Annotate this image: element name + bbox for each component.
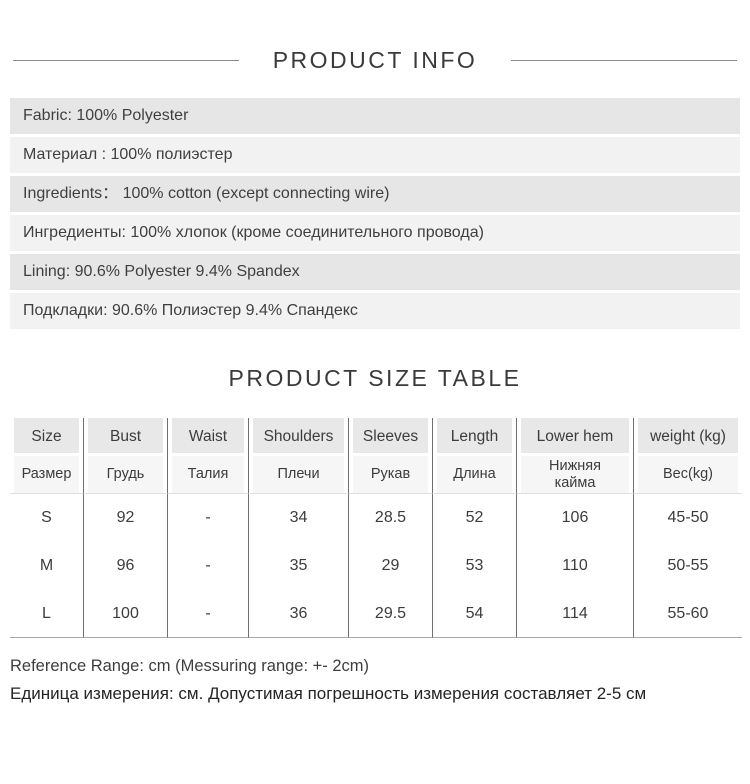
header-size-ru: Размер [10, 456, 83, 494]
cell-length: 54 [432, 590, 516, 638]
header-bust-ru: Грудь [83, 456, 167, 494]
cell-weight: 55-60 [633, 590, 742, 638]
reference-range-note: Reference Range: cm (Messuring range: +-… [10, 657, 370, 675]
cell-shoulders: 36 [248, 590, 348, 638]
header-lower-hem-ru: Нижняя кайма [516, 456, 633, 494]
size-row-l: L 100 - 36 29.5 54 114 55-60 [10, 590, 742, 638]
cell-weight: 50-55 [633, 542, 742, 590]
cell-length: 52 [432, 494, 516, 542]
cell-waist: - [167, 590, 248, 638]
cell-waist: - [167, 542, 248, 590]
header-length: Length [432, 418, 516, 456]
cell-sleeves: 29 [348, 542, 432, 590]
header-length-ru: Длина [432, 456, 516, 494]
cell-shoulders: 35 [248, 542, 348, 590]
header-waist-ru: Талия [167, 456, 248, 494]
header-weight-ru: Вес(kg) [633, 456, 742, 494]
size-row-s: S 92 - 34 28.5 52 106 45-50 [10, 494, 742, 542]
product-info-page: PRODUCT INFO Fabric: 100% Polyester Мате… [0, 46, 750, 784]
cell-size: S [10, 494, 83, 542]
cell-size: L [10, 590, 83, 638]
size-table-title: PRODUCT SIZE TABLE [228, 365, 522, 391]
cell-waist: - [167, 494, 248, 542]
size-table-header-row-ru: Размер Грудь Талия Плечи Рукав Длина Ниж… [10, 456, 742, 494]
size-row-m: M 96 - 35 29 53 110 50-55 [10, 542, 742, 590]
size-table-header-row-en: Size Bust Waist Shoulders Sleeves Length… [10, 418, 742, 456]
info-row-material-ru: Материал : 100% полиэстер [10, 137, 740, 173]
info-list: Fabric: 100% Polyester Материал : 100% п… [10, 98, 740, 329]
cell-bust: 96 [83, 542, 167, 590]
info-row-lining-ru: Подкладки: 90.6% Полиэстер 9.4% Спандекс [10, 293, 740, 329]
header-shoulders-ru: Плечи [248, 456, 348, 494]
cell-weight: 45-50 [633, 494, 742, 542]
header-weight: weight (kg) [633, 418, 742, 456]
reference-range-note-ru: Единица измерения: см. Допустимая погреш… [10, 684, 647, 703]
info-row-ingredients-ru: Ингредиенты: 100% хлопок (кроме соединит… [10, 215, 740, 251]
header-sleeves-ru: Рукав [348, 456, 432, 494]
cell-bust: 100 [83, 590, 167, 638]
cell-size: M [10, 542, 83, 590]
header-shoulders: Shoulders [248, 418, 348, 456]
cell-bust: 92 [83, 494, 167, 542]
cell-shoulders: 34 [248, 494, 348, 542]
header-lower-hem: Lower hem [516, 418, 633, 456]
cell-lower-hem: 106 [516, 494, 633, 542]
header-size: Size [10, 418, 83, 456]
header-sleeves: Sleeves [348, 418, 432, 456]
cell-length: 53 [432, 542, 516, 590]
size-table-header: PRODUCT SIZE TABLE [0, 364, 750, 392]
product-info-header: PRODUCT INFO [13, 46, 738, 74]
cell-lower-hem: 110 [516, 542, 633, 590]
cell-sleeves: 29.5 [348, 590, 432, 638]
title-left-line [13, 59, 239, 61]
info-row-lining: Lining: 90.6% Polyester 9.4% Spandex [10, 254, 740, 290]
cell-sleeves: 28.5 [348, 494, 432, 542]
header-bust: Bust [83, 418, 167, 456]
title-right-line [511, 59, 738, 61]
product-info-title: PRODUCT INFO [272, 47, 478, 73]
info-row-ingredients: Ingredients： 100% cotton (except connect… [10, 176, 740, 212]
cell-lower-hem: 114 [516, 590, 633, 638]
info-row-fabric: Fabric: 100% Polyester [10, 98, 740, 134]
size-table: Size Bust Waist Shoulders Sleeves Length… [10, 418, 742, 638]
header-waist: Waist [167, 418, 248, 456]
